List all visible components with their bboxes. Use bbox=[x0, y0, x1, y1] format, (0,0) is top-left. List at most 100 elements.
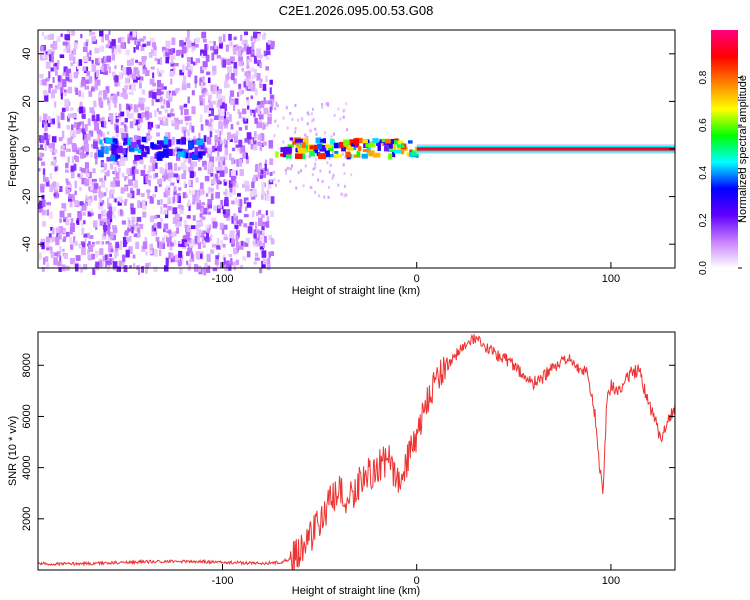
heatmap-cell bbox=[307, 155, 310, 158]
heatmap-cell bbox=[131, 220, 135, 226]
heatmap-cell bbox=[108, 30, 111, 35]
heatmap-cell bbox=[122, 147, 126, 155]
heatmap-cell bbox=[372, 138, 379, 143]
heatmap-cell bbox=[75, 156, 79, 163]
heatmap-cell bbox=[148, 51, 153, 58]
heatmap-cell bbox=[152, 227, 157, 235]
heatmap-cell bbox=[254, 221, 258, 230]
heatmap-cell bbox=[85, 199, 88, 206]
heatmap-cell bbox=[145, 263, 149, 269]
heatmap-cell bbox=[368, 141, 376, 148]
heatmap-cell bbox=[53, 257, 58, 266]
heatmap-cell bbox=[250, 67, 255, 72]
heatmap-cell bbox=[136, 233, 140, 238]
heatmap-cell bbox=[92, 185, 98, 194]
heatmap-cell bbox=[78, 243, 82, 249]
heatmap-cell bbox=[86, 71, 90, 77]
heatmap-cell bbox=[138, 61, 142, 66]
heatmap-cell bbox=[141, 266, 144, 273]
heatmap-cell bbox=[166, 172, 170, 179]
heatmap-cell bbox=[198, 132, 201, 139]
heatmap-cell bbox=[66, 188, 70, 195]
heatmap-cell bbox=[170, 62, 175, 67]
heatmap-cell bbox=[95, 241, 101, 245]
heatmap-cell bbox=[273, 170, 276, 174]
heatmap-cell bbox=[81, 227, 85, 235]
heatmap-cell bbox=[141, 136, 147, 143]
heatmap-cell bbox=[233, 36, 237, 41]
heatmap-cell bbox=[46, 119, 51, 127]
heatmap-cell bbox=[147, 170, 150, 177]
heatmap-cell bbox=[187, 45, 192, 49]
heatmap-cell bbox=[244, 125, 248, 130]
heatmap-cell bbox=[197, 235, 200, 243]
heatmap-cell bbox=[80, 241, 86, 246]
heatmap-cell bbox=[96, 114, 100, 122]
heatmap-cell bbox=[142, 69, 147, 74]
heatmap-cell bbox=[312, 118, 315, 122]
heatmap-cell bbox=[235, 235, 239, 242]
heatmap-cell bbox=[202, 244, 206, 248]
heatmap-cell bbox=[310, 112, 313, 116]
heatmap-cell bbox=[68, 181, 71, 185]
heatmap-cell bbox=[247, 105, 250, 110]
heatmap-cell bbox=[85, 41, 89, 47]
heatmap-cell bbox=[84, 124, 88, 132]
heatmap-cell bbox=[93, 119, 98, 124]
heatmap-cell bbox=[182, 150, 186, 158]
heatmap-cell bbox=[146, 147, 150, 155]
heatmap-cell bbox=[103, 222, 106, 226]
heatmap-cell bbox=[65, 34, 70, 40]
heatmap-cell bbox=[171, 136, 175, 145]
heatmap-cell bbox=[103, 91, 107, 100]
heatmap-cell bbox=[98, 97, 103, 106]
heatmap-cell bbox=[117, 161, 121, 167]
heatmap-cell bbox=[181, 205, 184, 211]
heatmap-cell bbox=[135, 225, 139, 232]
heatmap-cell bbox=[174, 230, 177, 237]
heatmap-cell bbox=[249, 221, 254, 226]
heatmap-cell bbox=[77, 173, 81, 178]
heatmap-cell bbox=[148, 129, 151, 134]
heatmap-cell bbox=[172, 196, 175, 204]
heatmap-cell bbox=[216, 102, 220, 107]
heatmap-cell bbox=[70, 244, 74, 250]
heatmap-cell bbox=[148, 179, 151, 186]
heatmap-cell bbox=[138, 123, 142, 128]
heatmap-cell bbox=[235, 241, 240, 249]
heatmap-cell bbox=[63, 48, 67, 53]
heatmap-cell bbox=[88, 195, 93, 203]
heatmap-cell bbox=[207, 77, 211, 83]
heatmap-cell bbox=[146, 41, 151, 46]
heatmap-cell bbox=[253, 110, 256, 118]
heatmap-cell bbox=[146, 189, 151, 193]
heatmap-cell bbox=[125, 103, 129, 110]
heatmap-cell bbox=[191, 190, 196, 197]
heatmap-cell bbox=[265, 66, 269, 71]
heatmap-cell bbox=[48, 239, 54, 243]
x-tick-label: -100 bbox=[211, 575, 233, 587]
heatmap-cell bbox=[57, 75, 61, 82]
heatmap-cell bbox=[306, 135, 309, 139]
heatmap-cell bbox=[349, 154, 353, 159]
heatmap-cell bbox=[70, 107, 74, 111]
heatmap-cell bbox=[263, 50, 268, 57]
heatmap-cell bbox=[55, 69, 58, 76]
heatmap-cell bbox=[140, 193, 145, 198]
heatmap-cell bbox=[269, 94, 275, 103]
heatmap-cell bbox=[165, 91, 169, 99]
heatmap-cell bbox=[119, 199, 125, 203]
heatmap-cell bbox=[317, 178, 320, 182]
heatmap-cell bbox=[197, 229, 202, 236]
heatmap-cell bbox=[376, 141, 382, 146]
heatmap-cell bbox=[231, 216, 234, 224]
heatmap-cell bbox=[201, 189, 205, 194]
heatmap-cell bbox=[114, 102, 117, 108]
heatmap-cell bbox=[224, 234, 227, 238]
heatmap-cell bbox=[144, 237, 148, 243]
heatmap-cell bbox=[284, 168, 287, 172]
heatmap-cell bbox=[164, 168, 167, 175]
heatmap-cell bbox=[110, 189, 115, 194]
heatmap-cell bbox=[115, 125, 119, 134]
heatmap-cell bbox=[194, 235, 199, 244]
